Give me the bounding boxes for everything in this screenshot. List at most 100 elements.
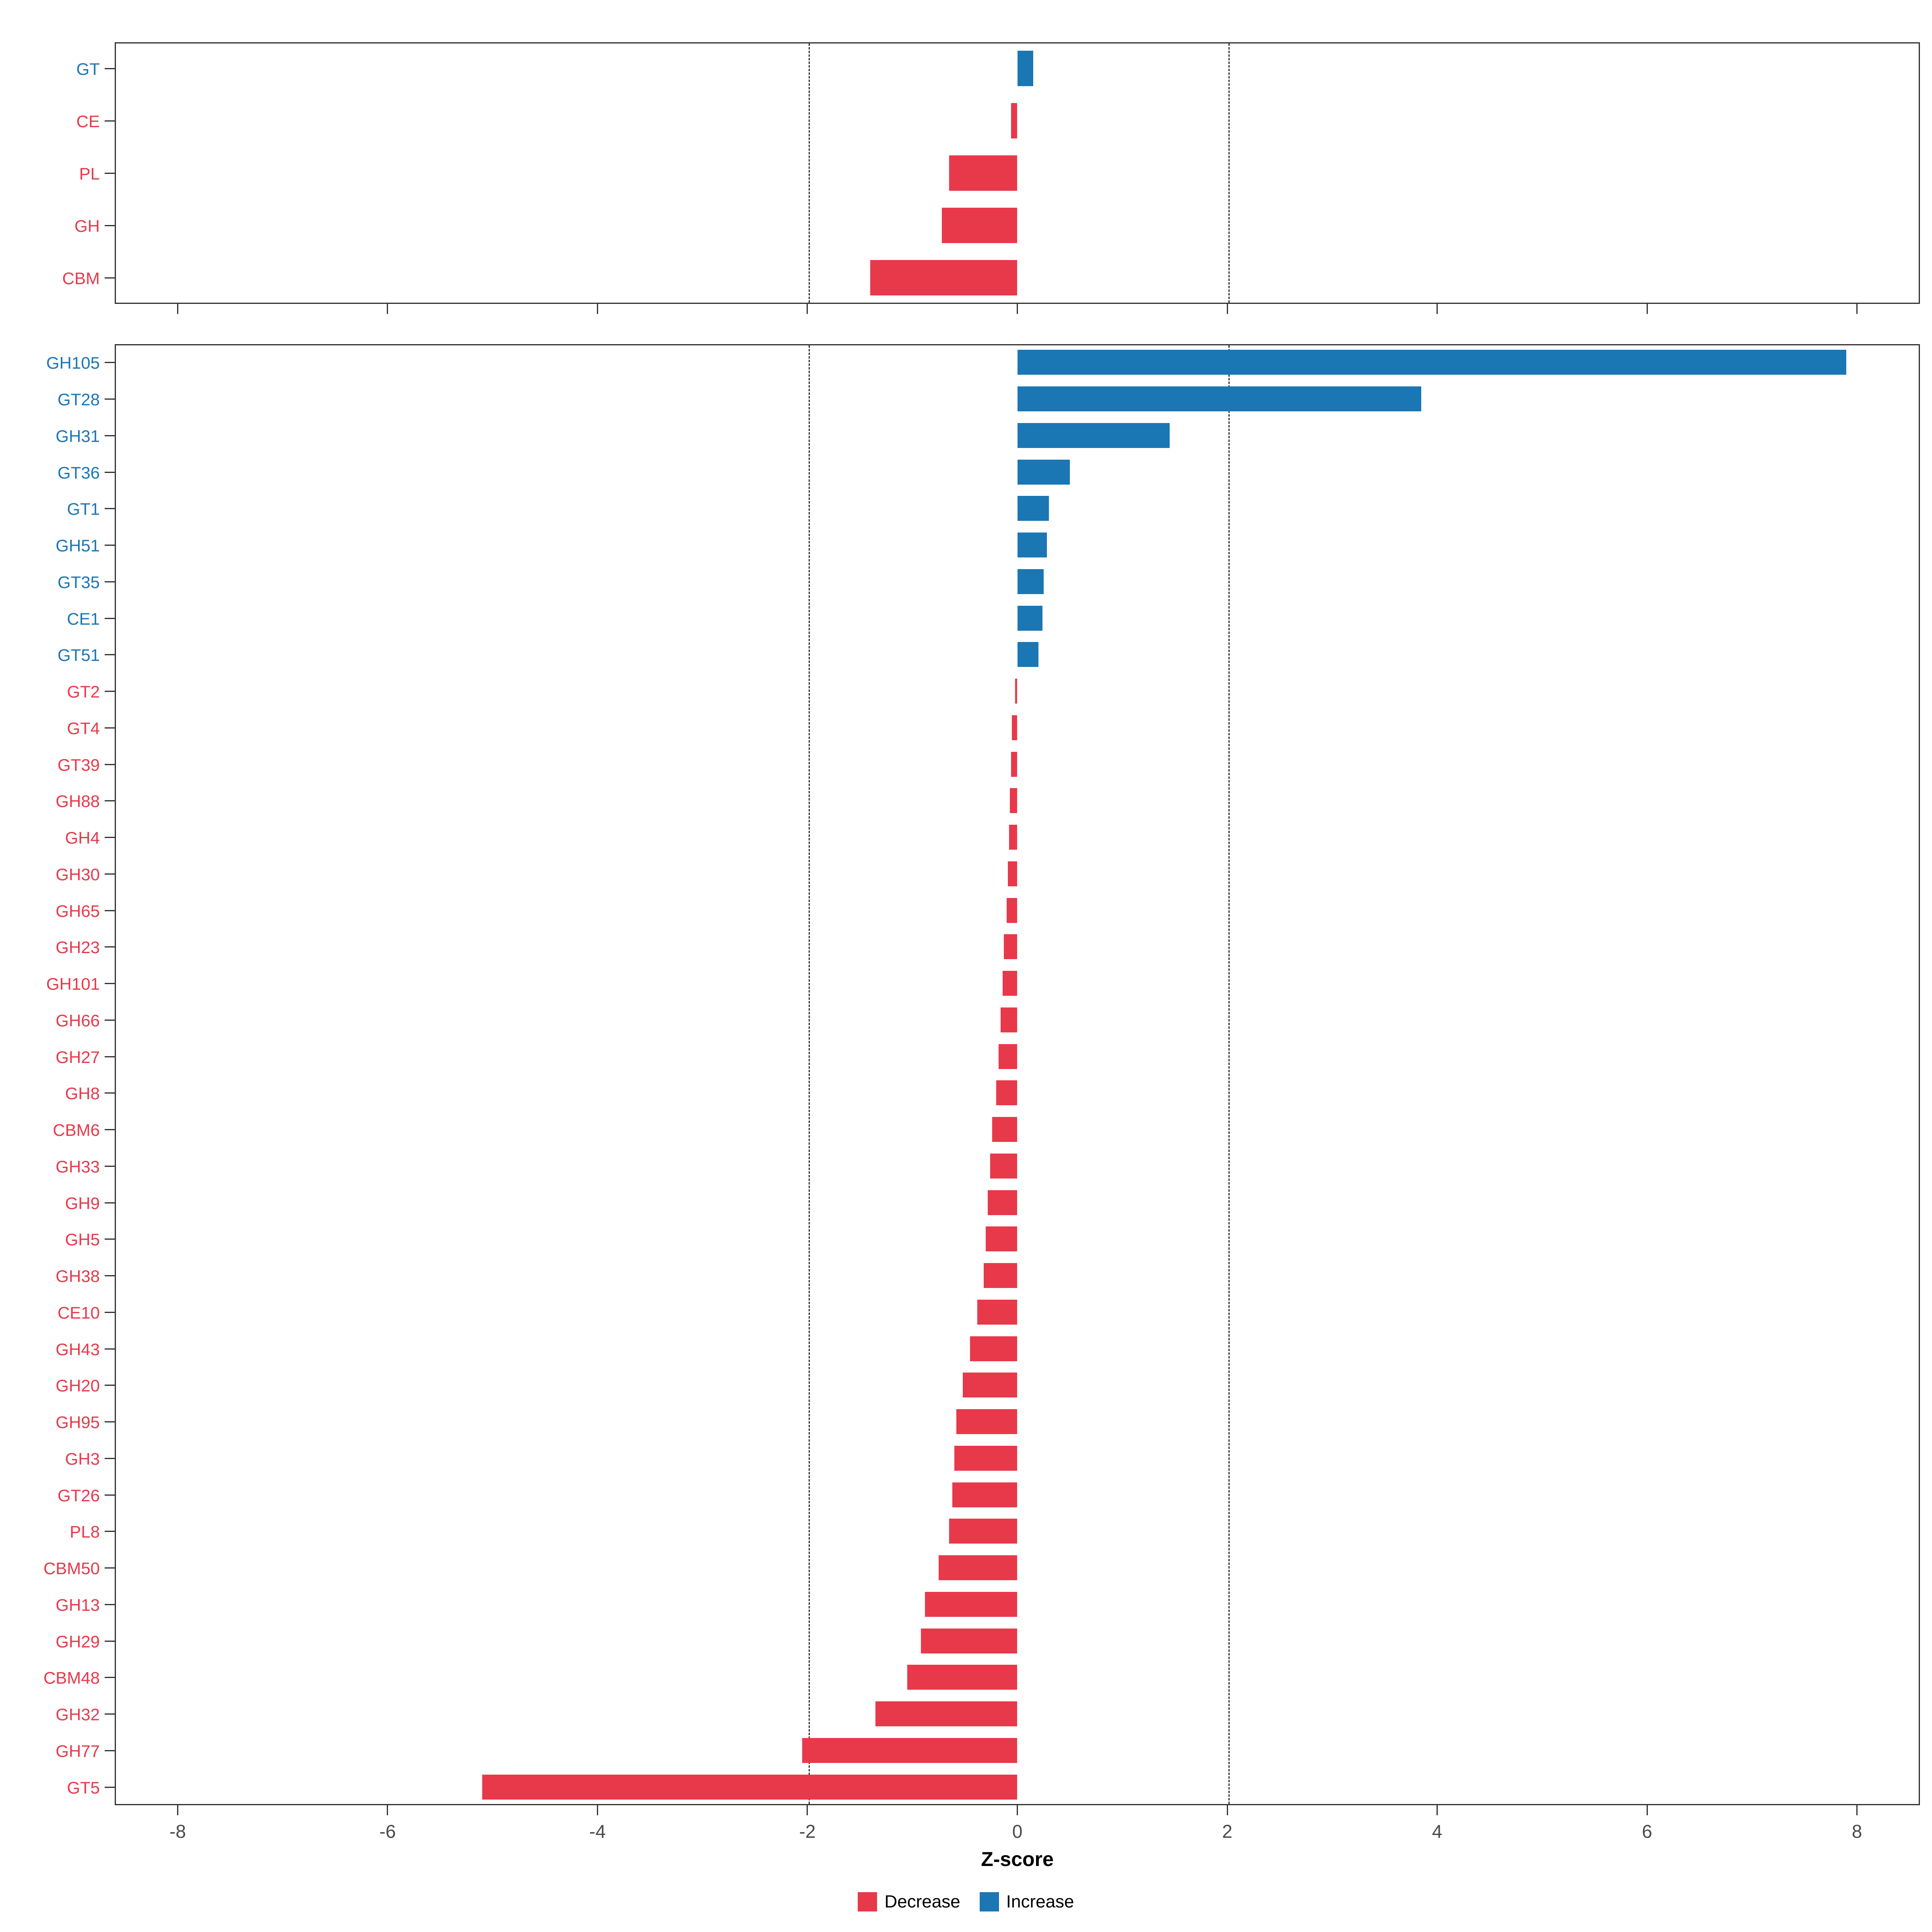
bar-GH51: [1017, 533, 1047, 558]
x-axis-tick: [597, 1805, 598, 1815]
bar-GH101: [1002, 971, 1018, 996]
y-axis-label-GH43: GH43: [56, 1340, 100, 1359]
y-axis-tick: [105, 873, 115, 875]
cazyme-family-panel: [115, 344, 1920, 1805]
bar-CBM6: [992, 1117, 1018, 1142]
y-axis-label-GH65: GH65: [56, 901, 100, 921]
y-axis-label-GH51: GH51: [56, 536, 100, 555]
y-axis-label-CBM50: CBM50: [43, 1559, 100, 1578]
y-axis-tick: [105, 1604, 115, 1605]
x-axis-tick-label: 8: [1852, 1821, 1862, 1842]
x-axis-tick: [1437, 304, 1438, 314]
legend: Decrease Increase: [0, 1892, 1932, 1912]
y-axis-label-PL: PL: [79, 164, 100, 183]
bar-GH38: [984, 1263, 1018, 1288]
x-axis-tick-label: 2: [1222, 1821, 1232, 1842]
y-axis-tick: [105, 837, 115, 838]
bar-CE: [1011, 103, 1018, 138]
y-axis-tick: [105, 1531, 115, 1532]
bar-GH13: [925, 1591, 1018, 1617]
x-axis-tick-label: -2: [799, 1821, 816, 1842]
y-axis-label-GH101: GH101: [46, 974, 100, 994]
bar-GH23: [1003, 934, 1018, 960]
bar-GH31: [1017, 423, 1170, 448]
y-axis-tick: [105, 508, 115, 510]
bar-GT4: [1012, 715, 1018, 740]
y-axis-tick: [105, 910, 115, 911]
x-axis-tick: [807, 1805, 808, 1815]
dashed-reference-line: [1228, 345, 1230, 1804]
y-axis-tick: [105, 1129, 115, 1131]
bar-GH65: [1007, 898, 1018, 923]
y-axis-tick: [105, 173, 115, 174]
y-axis-label-CE10: CE10: [57, 1303, 100, 1322]
x-axis-tick: [1646, 304, 1648, 314]
bar-GT26: [952, 1482, 1018, 1507]
bar-GH30: [1008, 861, 1018, 886]
x-axis-tick: [1437, 1805, 1438, 1815]
y-axis-label-GH66: GH66: [56, 1011, 100, 1030]
bar-GT28: [1017, 386, 1422, 412]
legend-swatch-increase: [979, 1892, 999, 1911]
x-axis-tick: [177, 304, 178, 314]
y-axis-label-GT1: GT1: [67, 500, 100, 519]
y-axis-tick: [105, 1385, 115, 1386]
y-axis-tick: [105, 1092, 115, 1094]
y-axis-label-GH30: GH30: [56, 865, 100, 884]
y-axis-tick: [105, 471, 115, 473]
y-axis-label-GH23: GH23: [56, 938, 100, 957]
bar-GH29: [921, 1628, 1018, 1653]
y-axis-label-GT5: GT5: [67, 1778, 100, 1797]
y-axis-tick: [105, 1640, 115, 1642]
y-axis-tick: [105, 362, 115, 363]
y-axis-tick: [105, 1056, 115, 1057]
y-axis-tick: [105, 691, 115, 692]
y-axis-tick: [105, 120, 115, 122]
bar-GH20: [962, 1373, 1018, 1398]
y-axis-tick: [105, 1457, 115, 1459]
dashed-reference-line: [808, 43, 810, 303]
y-axis-label-GH13: GH13: [56, 1595, 100, 1614]
dashed-reference-line: [808, 345, 810, 1804]
y-axis-label-GH77: GH77: [56, 1741, 100, 1761]
y-axis-tick: [105, 800, 115, 802]
y-axis-label-GT28: GT28: [57, 390, 100, 409]
bar-GH33: [990, 1153, 1018, 1179]
y-axis-label-GT4: GT4: [67, 718, 100, 738]
y-axis-label-GT: GT: [76, 60, 100, 78]
legend-label-increase: Increase: [1006, 1892, 1074, 1911]
dashed-reference-line: [1228, 43, 1230, 303]
y-axis-label-GH95: GH95: [56, 1413, 100, 1432]
cazyme-class-panel: [115, 42, 1920, 304]
y-axis-tick: [105, 1348, 115, 1350]
bar-CBM50: [938, 1555, 1018, 1581]
x-axis-tick-label: 4: [1432, 1821, 1443, 1842]
bar-GH3: [954, 1445, 1018, 1471]
y-axis-label-GH32: GH32: [56, 1705, 100, 1724]
bar-GH8: [996, 1080, 1018, 1106]
x-axis-tick-label: -6: [379, 1821, 396, 1842]
y-axis-tick: [105, 983, 115, 985]
x-axis-tick-label: -4: [589, 1821, 606, 1842]
y-axis-tick: [105, 581, 115, 582]
y-axis-label-CBM48: CBM48: [43, 1668, 100, 1688]
x-axis-title: Z-score: [981, 1848, 1054, 1870]
y-axis-tick: [105, 617, 115, 619]
y-axis-tick: [105, 946, 115, 948]
bar-GH5: [986, 1226, 1018, 1252]
legend-swatch-decrease: [858, 1892, 877, 1911]
y-axis-label-GH9: GH9: [65, 1193, 100, 1213]
y-axis-label-GT39: GT39: [57, 755, 100, 774]
y-axis-label-GH8: GH8: [65, 1084, 100, 1103]
y-axis-label-GH105: GH105: [46, 353, 100, 373]
x-axis-tick: [807, 304, 808, 314]
x-axis-tick: [597, 304, 598, 314]
x-axis-tick-label: 6: [1642, 1821, 1652, 1842]
x-axis-tick: [1017, 1805, 1018, 1815]
y-axis-tick: [105, 1275, 115, 1277]
y-axis-label-GH38: GH38: [56, 1267, 100, 1286]
bar-GH32: [875, 1701, 1018, 1727]
bar-GH88: [1010, 788, 1018, 813]
bar-GT51: [1017, 642, 1038, 667]
legend-item-decrease: Decrease: [858, 1892, 960, 1912]
